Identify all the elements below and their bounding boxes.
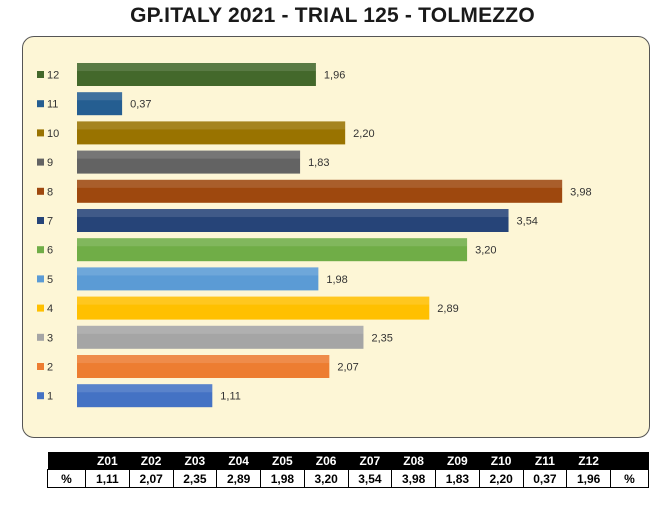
bar <box>77 209 509 232</box>
zone-header-cell: Z10 <box>479 452 523 470</box>
zone-value-cell: 1,96 <box>566 469 611 488</box>
zone-header-cell <box>610 452 649 470</box>
zone-value-cell: 1,11 <box>85 469 130 488</box>
category-marker <box>37 158 44 166</box>
category-label: 2 <box>47 362 53 374</box>
category-marker <box>37 187 44 195</box>
bar <box>77 384 213 408</box>
bar <box>77 150 301 174</box>
bar <box>77 296 430 320</box>
data-label: 3,98 <box>570 186 591 198</box>
zone-header-cell: Z01 <box>85 452 130 470</box>
category-marker <box>37 363 44 370</box>
data-label: 1,96 <box>324 70 345 82</box>
data-label: 2,35 <box>371 332 392 344</box>
zone-value-cell: % <box>47 469 86 488</box>
category-marker <box>37 304 44 312</box>
bar <box>77 238 468 262</box>
category-label: 5 <box>47 274 53 286</box>
bar <box>77 63 316 86</box>
bar-highlight <box>77 179 563 188</box>
category-marker <box>37 100 44 108</box>
category-marker <box>37 275 44 283</box>
zone-header-cell: Z05 <box>260 452 305 470</box>
category-marker <box>37 392 44 400</box>
zone-header-cell: Z06 <box>304 452 348 470</box>
bar-highlight <box>77 238 468 247</box>
category-label: 10 <box>47 128 59 140</box>
bar-highlight <box>77 150 301 159</box>
zone-header-cell: Z04 <box>216 452 261 470</box>
category-marker <box>37 71 44 78</box>
zone-header-cell <box>47 452 86 470</box>
zone-value-cell: 3,54 <box>347 469 393 488</box>
category-label: 1 <box>47 391 53 403</box>
category-marker <box>37 333 44 341</box>
zone-value-cell: 1,98 <box>260 469 305 488</box>
zone-header-cell: Z08 <box>391 452 436 470</box>
category-marker <box>37 217 44 224</box>
bar <box>77 121 346 145</box>
chart-title: GP.ITALY 2021 - TRIAL 125 - TOLMEZZO <box>130 4 535 27</box>
category-label: 12 <box>47 70 59 82</box>
data-label: 0,37 <box>130 99 151 111</box>
zone-value-cell: 3,20 <box>303 469 349 488</box>
category-label: 4 <box>47 303 53 315</box>
zone-value-cell: 3,98 <box>391 469 436 488</box>
bar <box>77 325 364 349</box>
zone-value-cell: 1,83 <box>435 469 480 488</box>
zone-header-cell: Z03 <box>173 452 217 470</box>
bar <box>77 267 319 291</box>
zone-header-cell: Z11 <box>523 452 567 470</box>
bar-highlight <box>77 296 430 305</box>
zone-header-cell: Z02 <box>129 452 173 470</box>
zone-value-cell: 2,20 <box>478 469 524 488</box>
bar <box>77 355 330 378</box>
category-label: 11 <box>47 99 58 111</box>
zone-value-cell: 2,89 <box>216 469 261 488</box>
bar-highlight <box>77 121 346 130</box>
bar-highlight <box>77 355 330 364</box>
data-label: 1,98 <box>326 274 347 286</box>
bar-highlight <box>77 209 509 218</box>
bar <box>77 179 563 203</box>
zone-table-header: Z01 Z02 Z03 Z04 Z05 Z06 Z07 Z08 Z09 Z10 Z11 Z12 <box>47 452 649 470</box>
zone-table: Z01 Z02 Z03 Z04 Z05 Z06 Z07 Z08 Z09 Z10 Z11 Z12 % 1,… <box>47 452 649 488</box>
category-marker <box>37 129 44 137</box>
zone-table-values: % 1,11 2,07 2,35 2,89 1,98 3,20 3,54 3,98 1,83 2,2… <box>47 469 649 488</box>
bar <box>77 92 123 116</box>
bar-highlight <box>77 267 319 276</box>
zone-value-cell: 2,07 <box>128 469 174 488</box>
category-label: 8 <box>47 186 53 198</box>
data-label: 3,20 <box>475 245 496 257</box>
zone-header-cell: Z07 <box>348 452 392 470</box>
zone-value-cell: % <box>610 469 649 488</box>
category-label: 7 <box>47 216 53 228</box>
bar-highlight <box>77 325 364 334</box>
data-label: 2,89 <box>437 303 458 315</box>
zone-value-cell: 0,37 <box>522 469 568 488</box>
category-label: 6 <box>47 245 53 257</box>
data-label: 2,20 <box>353 128 374 140</box>
data-label: 3,54 <box>517 216 538 228</box>
bar-highlight <box>77 92 123 101</box>
data-label: 1,83 <box>308 157 329 169</box>
category-label: 9 <box>47 157 53 169</box>
data-label: 2,07 <box>337 362 358 374</box>
bar-highlight <box>77 384 213 393</box>
data-label: 1,11 <box>220 391 241 403</box>
zone-value-cell: 2,35 <box>172 469 218 488</box>
zone-header-cell: Z12 <box>566 452 611 470</box>
zone-header-cell: Z09 <box>435 452 480 470</box>
category-label: 3 <box>47 332 53 344</box>
bar-highlight <box>77 63 316 72</box>
category-marker <box>37 246 44 254</box>
